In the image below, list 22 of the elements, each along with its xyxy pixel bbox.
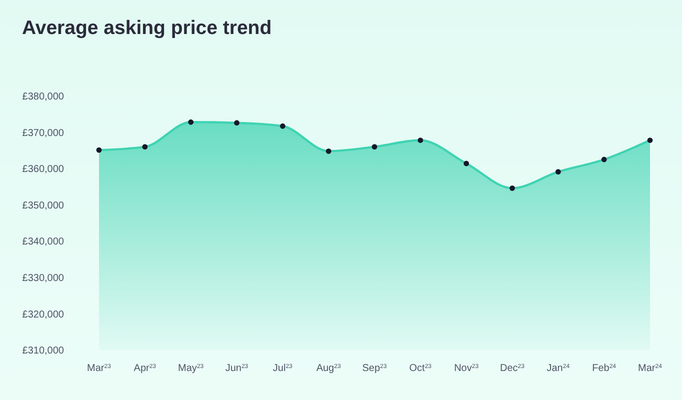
- y-tick-label: £360,000: [22, 164, 64, 176]
- x-tick-label: Jan$^{24}$: [546, 363, 570, 374]
- x-tick-label: May$^{23}$: [178, 363, 204, 374]
- x-tick-label: Mar$^{23}$: [87, 363, 112, 374]
- x-tick-label: Oct$^{23}$: [409, 363, 432, 374]
- x-tick-label: Nov$^{23}$: [454, 363, 480, 374]
- x-tick-label: Dec$^{23}$: [500, 363, 526, 374]
- y-tick-label: £330,000: [22, 272, 64, 284]
- x-tick-label: Sep$^{23}$: [362, 363, 388, 374]
- y-tick-label: £320,000: [22, 309, 64, 320]
- y-tick-label: £380,000: [22, 92, 64, 103]
- y-tick-label: £350,000: [22, 200, 64, 212]
- x-tick-label: Apr$^{23}$: [134, 363, 157, 374]
- x-tick-label: Jun$^{23}$: [225, 363, 249, 374]
- y-tick-label: £370,000: [22, 128, 64, 139]
- x-tick-label: Mar$^{24}$: [638, 363, 663, 374]
- x-tick-label: Jul$^{23}$: [272, 363, 294, 374]
- x-tick-label: Aug$^{23}$: [316, 363, 342, 374]
- y-tick-label: £340,000: [22, 236, 64, 248]
- y-tick-label: £310,000: [22, 346, 64, 357]
- x-tick-label: Feb$^{24}$: [592, 363, 617, 374]
- chart-title: Average asking price trend: [22, 17, 272, 40]
